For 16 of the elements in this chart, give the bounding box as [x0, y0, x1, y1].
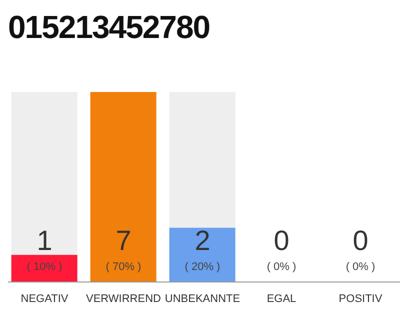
x-tick-label: VERWIRREND	[86, 293, 162, 305]
data-label: 1	[36, 225, 52, 256]
annotation: ( 10% )	[26, 261, 62, 273]
x-tick-label: POSITIV	[338, 293, 383, 305]
annotation: ( 0% )	[346, 261, 376, 273]
x-tick-label: NEGATIV	[20, 293, 69, 305]
chart-title: 015213452780	[8, 8, 211, 46]
annotation: ( 0% )	[266, 261, 296, 273]
data-label: 2	[194, 225, 210, 256]
x-tick-label: UNBEKANNTE	[164, 293, 240, 305]
x-tick-label: EGAL	[266, 293, 296, 305]
data-label: 7	[116, 225, 132, 256]
annotation: ( 20% )	[184, 261, 220, 273]
data-label: 0	[274, 225, 290, 256]
annotation: ( 70% )	[106, 261, 142, 273]
data-label: 0	[352, 225, 368, 256]
